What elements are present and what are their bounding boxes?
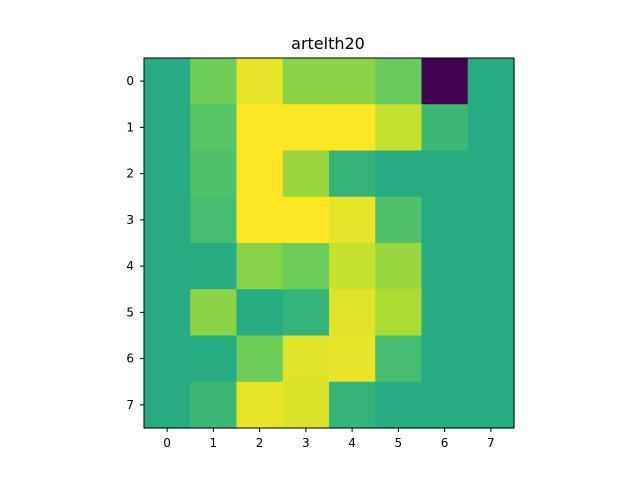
heatmap-cell-r6-c3 [282,335,330,383]
y-tick-label-4: 4 [126,259,134,273]
heatmap-cell-r2-c1 [190,150,238,198]
heatmap-cell-r1-c7 [467,104,515,152]
heatmap-cell-r1-c3 [282,104,330,152]
x-tick-label-6: 6 [441,436,449,450]
y-tick-label-1: 1 [126,120,134,134]
heatmap-cell-r5-c0 [144,289,191,337]
heatmap-cell-r2-c4 [329,150,376,198]
y-tick-label-2: 2 [126,167,134,181]
heatmap-cell-r4-c3 [282,243,330,290]
heatmap-cell-r1-c0 [144,104,191,152]
heatmap-cell-r4-c0 [144,243,191,290]
heatmap-cell-r0-c1 [190,58,238,105]
heatmap-cell-r1-c6 [421,104,469,152]
heatmap-cell-r6-c0 [144,335,191,383]
heatmap-cell-r3-c3 [282,196,330,244]
heatmap-cell-r0-c0 [144,58,191,105]
heatmap-cell-r0-c4 [329,58,376,105]
heatmap-cell-r5-c6 [421,289,469,337]
heatmap-cell-r3-c2 [236,196,284,244]
x-tick-label-2: 2 [256,436,264,450]
heatmap-cell-r6-c2 [236,335,284,383]
heatmap-cell-r2-c6 [421,150,469,198]
x-tick-label-3: 3 [302,436,310,450]
heatmap-cell-r5-c4 [329,289,376,337]
y-axis: 0 1 2 3 4 5 6 7 [126,74,144,412]
heatmap-cell-r3-c5 [375,196,423,244]
heatmap-cell-r4-c1 [190,243,238,290]
heatmap-cell-r6-c4 [329,335,376,383]
x-tick-label-5: 5 [395,436,403,450]
x-tick-label-0: 0 [163,436,171,450]
heatmap-cell-r0-c6 [421,58,469,105]
heatmap-cell-r0-c3 [282,58,330,105]
heatmap-cell-r2-c0 [144,150,191,198]
heatmap-cell-r5-c7 [467,289,515,337]
x-tick-label-7: 7 [487,436,495,450]
heatmap-cell-r3-c0 [144,196,191,244]
heatmap-cell-r4-c4 [329,243,376,290]
heatmap-cell-r5-c3 [282,289,330,337]
plot-frame [143,57,515,429]
chart-title: artelth20 [291,34,365,53]
heatmap-cell-r4-c2 [236,243,284,290]
y-tick-label-5: 5 [126,305,134,319]
heatmap-cell-r2-c3 [282,150,330,198]
heatmap-cell-r4-c7 [467,243,515,290]
heatmap-cell-r5-c2 [236,289,284,337]
heatmap-cell-r7-c0 [144,381,191,429]
heatmap-cell-r2-c2 [236,150,284,198]
y-tick-label-7: 7 [126,398,134,412]
heatmap-cell-r1-c2 [236,104,284,152]
heatmap-cell-r7-c5 [375,381,423,429]
heatmap-cell-r2-c5 [375,150,423,198]
heatmap-cell-r3-c4 [329,196,376,244]
heatmap-cell-r1-c5 [375,104,423,152]
heatmap-cells [144,58,515,429]
x-tick-label-4: 4 [348,436,356,450]
y-tick-label-3: 3 [126,213,134,227]
heatmap-cell-r7-c4 [329,381,376,429]
heatmap-cell-r6-c7 [467,335,515,383]
x-axis: 0 1 2 3 4 5 6 7 [163,428,495,450]
heatmap-cell-r7-c7 [467,381,515,429]
heatmap-cell-r3-c6 [421,196,469,244]
heatmap-cell-r7-c6 [421,381,469,429]
heatmap-cell-r6-c1 [190,335,238,383]
heatmap-cell-r0-c5 [375,58,423,105]
heatmap-cell-r1-c4 [329,104,376,152]
heatmap-cell-r4-c5 [375,243,423,290]
heatmap-cell-r2-c7 [467,150,515,198]
heatmap-cell-r6-c6 [421,335,469,383]
heatmap-cell-r0-c2 [236,58,284,105]
y-tick-label-0: 0 [126,74,134,88]
y-tick-label-6: 6 [126,352,134,366]
x-tick-label-1: 1 [210,436,218,450]
heatmap-cell-r5-c1 [190,289,238,337]
heatmap-cell-r1-c1 [190,104,238,152]
heatmap-cell-r7-c2 [236,381,284,429]
heatmap-cell-r7-c3 [282,381,330,429]
heatmap-cell-r3-c7 [467,196,515,244]
heatmap-cell-r5-c5 [375,289,423,337]
heatmap-cell-r4-c6 [421,243,469,290]
heatmap-cell-r6-c5 [375,335,423,383]
heatmap-cell-r7-c1 [190,381,238,429]
heatmap-cell-r3-c1 [190,196,238,244]
heatmap-cell-r0-c7 [467,58,515,105]
